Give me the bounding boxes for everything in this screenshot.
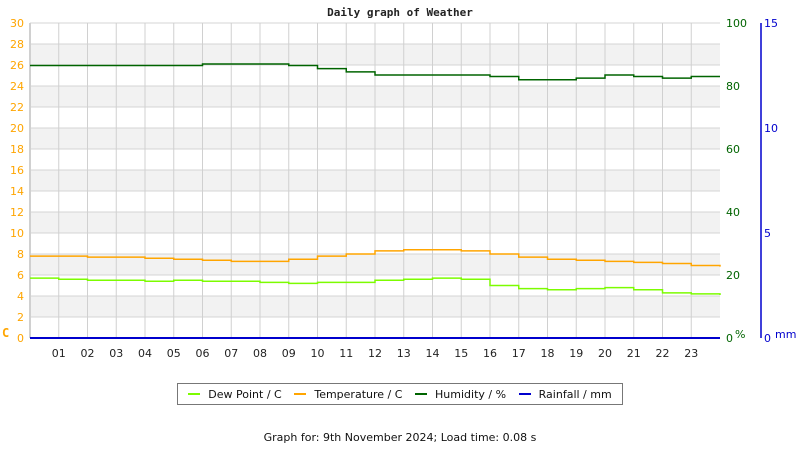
left-axis-tick: 28 [10, 38, 24, 51]
x-axis-tick: 07 [224, 347, 238, 360]
x-axis-tick: 23 [684, 347, 698, 360]
left-axis-tick: 30 [10, 17, 24, 30]
left-axis-tick: 6 [17, 269, 24, 282]
x-axis-tick: 19 [569, 347, 583, 360]
humidity-axis-tick: 60 [726, 143, 740, 156]
left-axis-tick: 26 [10, 59, 24, 72]
legend-swatch-icon [294, 393, 307, 395]
x-axis-tick: 08 [253, 347, 267, 360]
x-axis-tick: 03 [109, 347, 123, 360]
left-axis-tick: 12 [10, 206, 24, 219]
rainfall-axis-tick: 15 [764, 17, 778, 30]
x-axis-tick: 04 [138, 347, 152, 360]
x-axis-tick: 12 [368, 347, 382, 360]
left-axis-tick: 2 [17, 311, 24, 324]
legend-swatch-icon [188, 393, 201, 395]
rainfall-axis-tick: 0 [764, 332, 771, 345]
x-axis-tick: 10 [311, 347, 325, 360]
humidity-line [30, 63, 720, 81]
chart-legend: Dew Point / C Temperature / C Humidity / %… [177, 383, 623, 405]
chart-title: Daily graph of Weather [327, 6, 473, 19]
humidity-axis-tick: 20 [726, 269, 740, 282]
left-axis-unit: C [2, 326, 9, 340]
x-axis-tick: 05 [167, 347, 181, 360]
x-axis-tick: 11 [339, 347, 353, 360]
legend-item: Dew Point / C [188, 387, 282, 401]
temperature-line [30, 249, 721, 267]
x-axis-tick: 16 [483, 347, 497, 360]
left-axis-tick: 10 [10, 227, 24, 240]
x-axis-tick: 20 [598, 347, 612, 360]
left-axis-tick: 0 [17, 332, 24, 345]
rainfall-axis-unit: mm [775, 328, 796, 341]
x-axis-tick: 22 [656, 347, 670, 360]
dew-point-line [30, 277, 721, 295]
humidity-axis-unit: % [735, 328, 745, 341]
x-axis-tick: 18 [541, 347, 555, 360]
legend-label: Humidity / % [435, 387, 507, 401]
x-axis-tick: 14 [426, 347, 440, 360]
rainfall-axis-tick: 5 [764, 227, 771, 240]
left-axis-tick: 20 [10, 122, 24, 135]
x-axis-tick: 17 [512, 347, 526, 360]
humidity-axis-tick: 80 [726, 80, 740, 93]
left-axis-tick: 24 [10, 80, 24, 93]
rainfall-axis-tick: 10 [764, 122, 778, 135]
legend-label: Temperature / C [314, 387, 403, 401]
legend-label: Dew Point / C [208, 387, 282, 401]
graph-footer: Graph for: 9th November 2024; Load time:… [263, 431, 537, 444]
left-axis-tick: 16 [10, 164, 24, 177]
x-axis-tick: 13 [397, 347, 411, 360]
x-axis-tick: 21 [627, 347, 641, 360]
humidity-axis-tick: 40 [726, 206, 740, 219]
humidity-axis-tick: 100 [726, 17, 747, 30]
left-axis-tick: 18 [10, 143, 24, 156]
x-axis-tick: 02 [81, 347, 95, 360]
legend-item: Rainfall / mm [518, 387, 612, 401]
legend-swatch-icon [415, 393, 428, 395]
x-axis-tick: 09 [282, 347, 296, 360]
legend-item: Temperature / C [294, 388, 402, 401]
humidity-axis-tick: 0 [726, 332, 733, 345]
left-axis-tick: 8 [17, 248, 24, 261]
x-axis-tick: 01 [52, 347, 66, 360]
x-axis-tick: 06 [196, 347, 210, 360]
x-axis-tick: 15 [454, 347, 468, 360]
legend-item: Humidity / % [415, 388, 506, 401]
left-axis-tick: 14 [10, 185, 24, 198]
left-axis-tick: 4 [17, 290, 24, 303]
legend-swatch-icon [518, 393, 531, 395]
legend-label: Rainfall / mm [538, 387, 612, 401]
left-axis-tick: 22 [10, 101, 24, 114]
